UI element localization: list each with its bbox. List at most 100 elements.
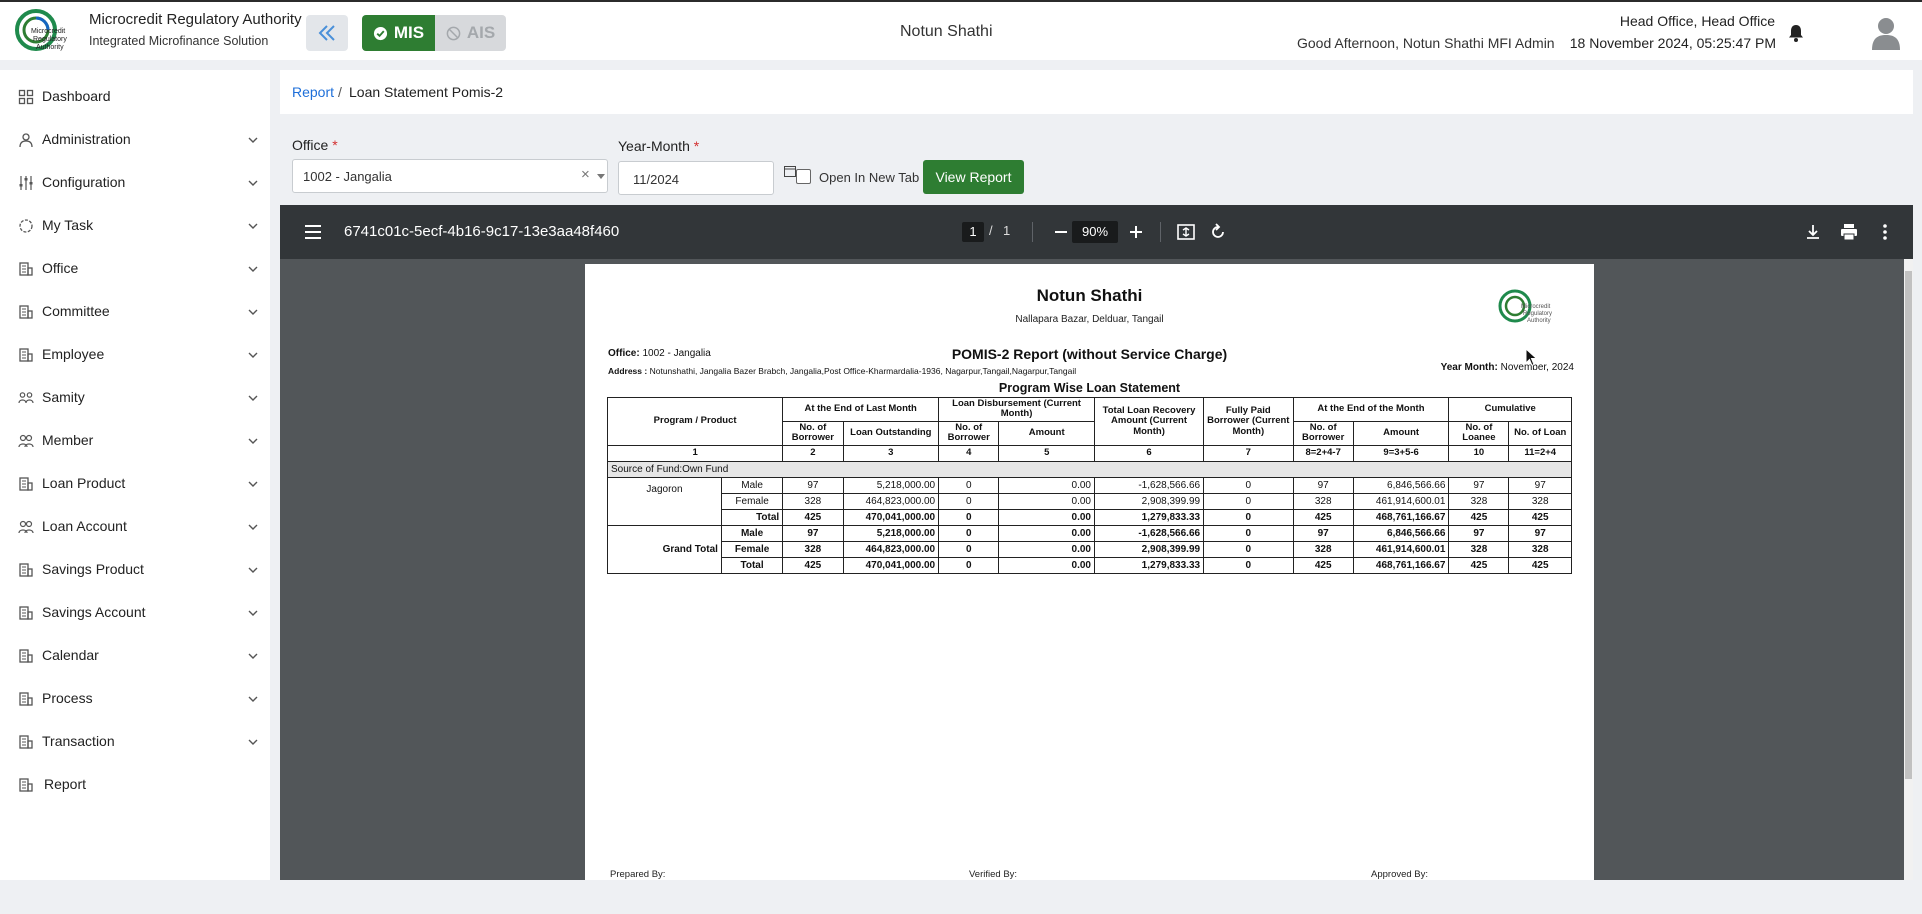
grand-total-row: Grand Total Male 97 5,218,000.00 0 0.00 … [607, 524, 1572, 574]
admin-icon [19, 133, 33, 148]
clear-icon[interactable]: × [581, 166, 590, 183]
sidebar-item-dashboard[interactable]: Dashboard [0, 77, 270, 117]
open-new-tab-label: Open In New Tab [819, 170, 920, 185]
print-icon[interactable] [1839, 222, 1859, 242]
sidebar-item-transaction[interactable]: Transaction [0, 722, 270, 762]
zoom-in-icon[interactable] [1126, 222, 1146, 242]
pdf-file-name: 6741c01c-5ecf-4b16-9c17-13e3aa48f460 [344, 223, 620, 240]
sidebar-item-employee[interactable]: Employee [0, 335, 270, 375]
breadcrumb-separator: / [338, 84, 342, 100]
sidebar-item-label: Savings Account [42, 604, 146, 620]
committee-icon [19, 305, 33, 319]
page-separator: / [989, 223, 993, 238]
report-filter-form: Office * 1002 - Jangalia × Year-Month * … [280, 125, 1913, 205]
th-no-borrower: No. of Borrower [1292, 420, 1354, 446]
zoom-level-input[interactable]: 90% [1072, 221, 1118, 243]
employee-icon [19, 348, 33, 362]
sidebar-item-savings-account[interactable]: Savings Account [0, 593, 270, 633]
page-number-input[interactable]: 1 [962, 222, 984, 242]
column-number-row: 1 2 3 4 5 6 7 8=2+4-7 9=3+5-6 10 11=2+4 [606, 444, 1572, 462]
sidebar-item-label: Transaction [42, 733, 115, 749]
office-select[interactable]: 1002 - Jangalia × [292, 159, 608, 193]
breadcrumb-current: Loan Statement Pomis-2 [349, 84, 504, 100]
report-year-month: Year Month: November, 2024 [1440, 362, 1574, 373]
top-header: Microcredit Regulatory Authority Microcr… [0, 0, 1922, 60]
pdf-viewer: 6741c01c-5ecf-4b16-9c17-13e3aa48f460 1 /… [280, 205, 1913, 880]
sidebar-item-savings-product[interactable]: Savings Product [0, 550, 270, 590]
view-report-button[interactable]: View Report [923, 160, 1024, 194]
sidebar-item-member[interactable]: Member [0, 421, 270, 461]
sidebar: Dashboard Administration Configuration M… [0, 70, 270, 880]
fit-page-icon[interactable] [1176, 222, 1196, 242]
sidebar-item-label: Member [42, 432, 94, 448]
mis-label: MIS [393, 23, 425, 42]
grand-total-row: Total 425 470,041,000.00 0 0.00 1,279,83… [608, 556, 1572, 574]
ais-label: AIS [466, 23, 496, 42]
task-icon [19, 219, 33, 233]
rotate-icon[interactable] [1208, 222, 1228, 242]
scrollbar-thumb[interactable] [1905, 271, 1912, 779]
calendar-picker-icon[interactable] [784, 165, 796, 177]
office-field-label: Office * [292, 137, 338, 153]
chevron-down-icon [248, 438, 258, 444]
menu-icon[interactable] [304, 224, 322, 240]
chevron-down-icon [248, 137, 258, 143]
report-office-address: Address : Notunshathi, Jangalia Bazer Br… [608, 366, 1077, 376]
svg-text:Microcredit: Microcredit [31, 28, 65, 35]
year-month-input[interactable]: 11/2024 [618, 161, 774, 195]
mra-report-logo: Microcredit Regulatory Authority [1498, 289, 1552, 324]
sidebar-item-label: Calendar [42, 647, 99, 663]
th-no-borrower: No. of Borrower [782, 420, 844, 446]
loan-statement-table: Program / Product At the End of Last Mon… [606, 397, 1572, 574]
caret-down-icon[interactable] [597, 174, 605, 179]
pdf-scrollbar[interactable] [1904, 259, 1913, 880]
toolbar-divider [1160, 222, 1161, 242]
sidebar-item-label: Office [42, 260, 79, 276]
page-total: 1 [1003, 223, 1011, 238]
zoom-out-icon[interactable] [1051, 222, 1071, 242]
sidebar-item-office[interactable]: Office [0, 249, 270, 289]
double-chevron-left-icon [318, 25, 335, 41]
download-icon[interactable] [1803, 222, 1823, 242]
chevron-down-icon [248, 223, 258, 229]
open-new-tab-checkbox[interactable] [796, 169, 811, 184]
mis-toggle-button[interactable]: MIS [362, 15, 435, 51]
sidebar-item-samity[interactable]: Samity [0, 378, 270, 418]
breadcrumb: Report / Loan Statement Pomis-2 [280, 70, 1913, 114]
sidebar-item-label: Loan Product [42, 475, 126, 491]
sidebar-item-calendar[interactable]: Calendar [0, 636, 270, 676]
sidebar-item-label: Dashboard [42, 88, 111, 104]
breadcrumb-report-link[interactable]: Report [292, 84, 335, 100]
sidebar-item-process[interactable]: Process [0, 679, 270, 719]
product-name: Jagoron [607, 476, 722, 526]
mfi-name: Notun Shathi [900, 23, 993, 40]
calendar-icon [19, 649, 33, 663]
sliders-icon [19, 176, 33, 190]
svg-text:Authority: Authority [36, 44, 64, 51]
sidebar-collapse-button[interactable] [306, 15, 348, 51]
savings-product-icon [19, 563, 33, 577]
org-name: Microcredit Regulatory Authority [89, 11, 302, 28]
ais-toggle-button[interactable]: AIS [435, 15, 506, 51]
sidebar-item-committee[interactable]: Committee [0, 292, 270, 332]
user-avatar-icon[interactable] [1870, 16, 1902, 50]
more-vertical-icon[interactable] [1875, 222, 1895, 242]
bell-icon[interactable] [1786, 23, 1806, 43]
sidebar-item-report[interactable]: Report [0, 765, 270, 805]
savings-account-icon [19, 606, 33, 620]
sidebar-item-label: Committee [42, 303, 110, 319]
sidebar-item-administration[interactable]: Administration [0, 120, 270, 160]
member-icon [18, 434, 34, 448]
sidebar-item-my-task[interactable]: My Task [0, 206, 270, 246]
process-icon [19, 692, 33, 706]
chevron-down-icon [248, 567, 258, 573]
sidebar-item-loan-product[interactable]: Loan Product [0, 464, 270, 504]
th-no-borrower: No. of Borrower [938, 420, 1000, 446]
sidebar-item-configuration[interactable]: Configuration [0, 163, 270, 203]
sidebar-item-loan-account[interactable]: Loan Account [0, 507, 270, 547]
chevron-down-icon [248, 352, 258, 358]
current-datetime: 18 November 2024, 05:25:47 PM [1569, 35, 1776, 51]
report-org-address: Nallapara Bazar, Delduar, Tangail [1015, 314, 1164, 325]
sidebar-item-label: Process [42, 690, 93, 706]
table-row: Female 328 464,823,000.00 0 0.00 2,908,3… [608, 492, 1572, 510]
